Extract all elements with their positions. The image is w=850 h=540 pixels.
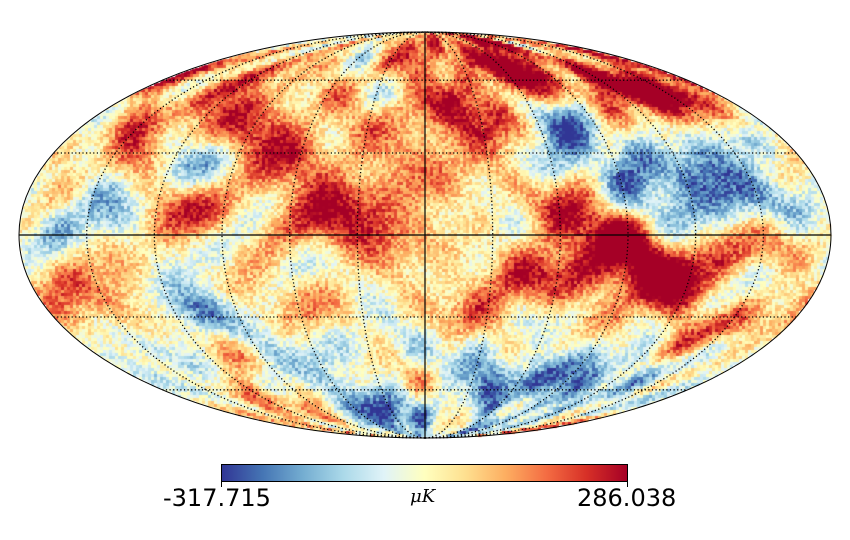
map-outline	[18, 31, 832, 439]
colorbar-max-label: 286.038	[577, 484, 677, 512]
colorbar-max-tick	[627, 482, 628, 487]
meridian-line	[356, 31, 426, 439]
meridian-line	[153, 31, 426, 439]
graticule-overlay	[18, 31, 832, 439]
meridian-line	[86, 31, 426, 439]
colorbar-min-label: -317.715	[163, 484, 271, 512]
sky-map	[0, 0, 850, 450]
colorbar-min-tick	[221, 482, 222, 487]
meridian-line	[424, 31, 697, 439]
meridian-line	[424, 31, 764, 439]
colorbar-unit-label: μK	[410, 486, 436, 507]
colorbar	[221, 464, 628, 482]
meridian-line	[424, 31, 494, 439]
